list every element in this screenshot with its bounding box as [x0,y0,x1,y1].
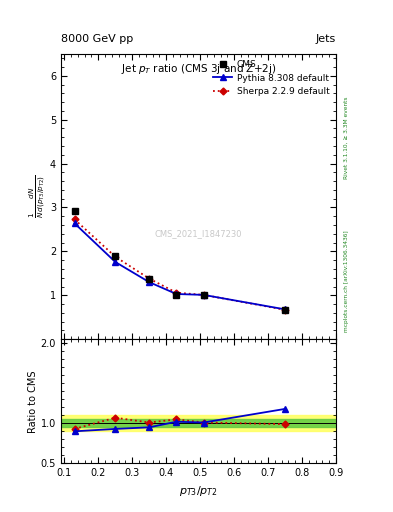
Bar [61,415,336,431]
Bar [61,419,336,428]
Text: Rivet 3.1.10, ≥ 3.3M events: Rivet 3.1.10, ≥ 3.3M events [344,97,349,180]
Text: Jets: Jets [316,33,336,44]
Text: mcplots.cern.ch [arXiv:1306.3436]: mcplots.cern.ch [arXiv:1306.3436] [344,231,349,332]
Text: Jet $p_T$ ratio (CMS 3j and Z+2j): Jet $p_T$ ratio (CMS 3j and Z+2j) [121,62,276,76]
Y-axis label: $\frac{1}{N}\frac{dN}{d(p_{T3}/p_{T2})}$: $\frac{1}{N}\frac{dN}{d(p_{T3}/p_{T2})}$ [28,175,48,219]
Text: 8000 GeV pp: 8000 GeV pp [61,33,133,44]
Legend: CMS, Pythia 8.308 default, Sherpa 2.2.9 default: CMS, Pythia 8.308 default, Sherpa 2.2.9 … [209,56,333,100]
Y-axis label: Ratio to CMS: Ratio to CMS [28,370,38,433]
Text: CMS_2021_I1847230: CMS_2021_I1847230 [155,229,242,238]
X-axis label: $p_{T3}/p_{T2}$: $p_{T3}/p_{T2}$ [179,484,218,498]
